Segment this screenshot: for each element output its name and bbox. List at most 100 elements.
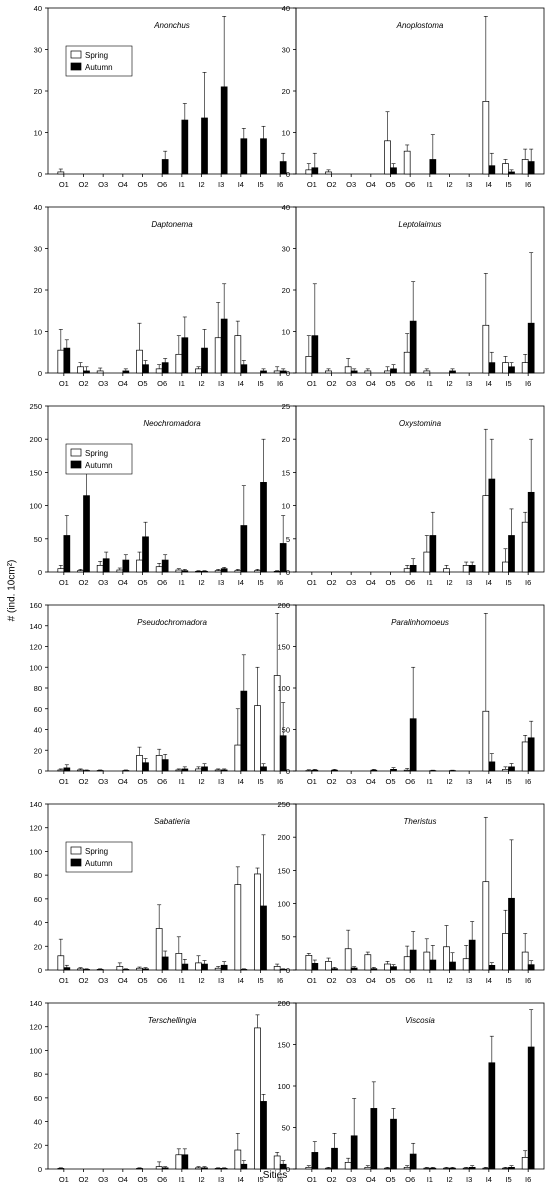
bar-autumn xyxy=(429,159,437,175)
bar-spring xyxy=(136,1168,143,1170)
bar-autumn xyxy=(63,535,71,573)
x-tick-label: O6 xyxy=(405,578,415,587)
x-tick-label: I1 xyxy=(179,180,185,189)
x-tick-label: I4 xyxy=(238,976,244,985)
bar-spring xyxy=(175,353,183,374)
bar-spring xyxy=(214,769,222,772)
legend-label-autumn: Autumn xyxy=(85,63,113,72)
y-tick-label: 40 xyxy=(282,203,290,212)
bar-spring xyxy=(403,568,411,573)
bar-spring xyxy=(384,1167,391,1170)
bar-spring xyxy=(155,755,163,772)
bar-autumn xyxy=(201,1167,208,1170)
x-tick-label: I4 xyxy=(238,1175,244,1184)
y-tick-label: 200 xyxy=(277,833,290,842)
bar-spring xyxy=(214,967,222,971)
panel-pseudochromadora: 0 20 40 60 80 100 120 140 160 Pseudochromadora O1 O… xyxy=(29,601,297,786)
x-tick-label: I1 xyxy=(179,1175,185,1184)
bar-autumn xyxy=(468,1166,476,1170)
x-tick-label: O2 xyxy=(78,379,88,388)
bar-autumn xyxy=(350,1135,358,1170)
bar-autumn xyxy=(122,770,130,772)
bar-spring xyxy=(77,968,84,971)
x-tick-label: I4 xyxy=(486,379,492,388)
bar-spring xyxy=(195,1167,202,1170)
bar-spring xyxy=(57,171,65,175)
bar-spring xyxy=(384,963,391,971)
x-tick-label: I6 xyxy=(525,777,531,786)
y-tick-label: 0 xyxy=(286,1165,290,1174)
bar-autumn xyxy=(449,961,456,971)
y-tick-label: 140 xyxy=(29,800,42,809)
bar-spring xyxy=(423,551,431,573)
x-tick-label: I1 xyxy=(179,777,185,786)
bar-spring xyxy=(234,1149,242,1170)
bar-spring xyxy=(96,565,104,573)
legend-label-spring: Spring xyxy=(85,51,108,60)
x-tick-label: I6 xyxy=(277,777,283,786)
bar-autumn xyxy=(488,362,496,374)
bar-spring xyxy=(214,1168,222,1170)
bar-autumn xyxy=(409,949,417,971)
y-tick-label: 40 xyxy=(34,4,42,13)
x-tick-label: O3 xyxy=(98,1175,108,1184)
y-tick-label: 100 xyxy=(29,847,42,856)
x-tick-label: I1 xyxy=(427,578,433,587)
bar-spring xyxy=(482,495,490,573)
x-tick-label: O5 xyxy=(385,777,395,786)
bar-autumn xyxy=(311,769,319,772)
bar-autumn xyxy=(240,969,248,971)
x-tick-label: O6 xyxy=(405,180,415,189)
panel-frame xyxy=(47,206,297,374)
bar-spring xyxy=(502,933,509,971)
bar-spring xyxy=(403,150,411,175)
bar-autumn xyxy=(142,536,149,573)
bar-spring xyxy=(423,951,431,971)
bar-autumn xyxy=(122,969,130,971)
x-tick-label: I1 xyxy=(179,379,185,388)
x-tick-label: I4 xyxy=(238,777,244,786)
bar-spring xyxy=(364,370,372,374)
y-tick-label: 20 xyxy=(34,1141,42,1150)
panel-title: Paralinhomoeus xyxy=(391,618,449,627)
bar-autumn xyxy=(240,690,248,772)
x-tick-label: I3 xyxy=(218,379,224,388)
panel-anoplostoma: 0 10 20 30 40 Anoplostoma O1 O2 O3 O4 O5 O6 I1 I2 I3 I4… xyxy=(282,4,545,189)
y-tick-label: 0 xyxy=(286,966,290,975)
bar-autumn xyxy=(527,737,535,772)
bar-autumn xyxy=(409,1153,417,1170)
y-tick-label: 0 xyxy=(38,1165,42,1174)
y-tick-label: 160 xyxy=(29,601,42,610)
x-tick-label: O2 xyxy=(326,180,336,189)
bar-spring xyxy=(96,770,104,772)
x-tick-label: O3 xyxy=(98,379,108,388)
legend: Spring Autumn xyxy=(65,45,133,77)
bar-autumn xyxy=(311,1152,319,1170)
bar-autumn xyxy=(220,568,228,573)
x-tick-label: O5 xyxy=(385,1175,395,1184)
panel-anonchus: 0 10 20 30 40 Anonchus O1 O2 O3 O4 O5 O6 I1 I2 I3 I4 I5 I… xyxy=(34,4,297,189)
x-tick-label: O2 xyxy=(326,1175,336,1184)
x-tick-label: O3 xyxy=(346,180,356,189)
bar-spring xyxy=(155,1166,163,1170)
x-tick-label: O5 xyxy=(385,180,395,189)
x-tick-label: I3 xyxy=(218,976,224,985)
bar-spring xyxy=(423,370,431,374)
x-tick-label: O5 xyxy=(137,777,147,786)
bar-spring xyxy=(116,569,124,573)
x-tick-label: I6 xyxy=(277,976,283,985)
x-tick-label: I5 xyxy=(505,379,511,388)
panel-frame xyxy=(295,1002,545,1170)
bar-autumn xyxy=(181,768,189,772)
y-tick-label: 0 xyxy=(286,767,290,776)
y-tick-label: 0 xyxy=(38,966,42,975)
bar-spring xyxy=(175,953,183,971)
x-tick-label: I4 xyxy=(486,976,492,985)
bar-autumn xyxy=(488,965,496,971)
y-tick-label: 100 xyxy=(277,900,290,909)
bar-autumn xyxy=(240,1163,248,1170)
bar-spring xyxy=(305,955,313,971)
bar-spring xyxy=(482,101,490,175)
panel-frame xyxy=(295,7,545,175)
x-tick-label: O2 xyxy=(78,777,88,786)
